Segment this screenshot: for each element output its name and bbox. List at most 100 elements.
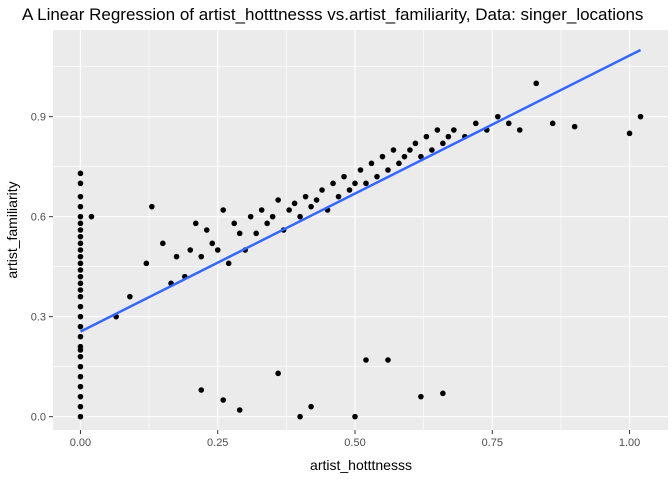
data-point — [297, 413, 303, 420]
data-point — [77, 273, 84, 280]
data-point — [401, 153, 408, 160]
data-point — [77, 383, 84, 390]
data-point — [77, 193, 84, 200]
data-point — [77, 287, 84, 293]
data-point — [385, 357, 391, 363]
data-point — [77, 180, 84, 187]
data-point — [330, 180, 336, 187]
data-point — [77, 347, 84, 353]
data-point — [187, 247, 194, 253]
data-point — [363, 357, 369, 363]
y-tick-label: 0.6 — [31, 212, 46, 224]
data-point — [77, 227, 84, 233]
data-point — [346, 187, 353, 193]
data-point — [434, 127, 441, 133]
data-point — [77, 240, 84, 247]
data-point — [88, 213, 95, 220]
data-point — [77, 373, 84, 380]
y-axis-ticks: 0.0 0.3 0.6 0.9 — [31, 112, 53, 424]
data-point — [412, 140, 419, 147]
data-point — [440, 390, 446, 397]
data-point — [127, 293, 133, 300]
plot-panel — [53, 30, 668, 430]
data-point — [77, 393, 84, 400]
data-point — [77, 253, 84, 260]
data-point — [379, 153, 386, 160]
x-tick-label: 0.25 — [207, 437, 228, 449]
data-point — [374, 173, 380, 180]
data-point — [396, 160, 402, 167]
y-axis-title: artist_familiarity — [4, 181, 20, 278]
data-point — [363, 180, 369, 187]
data-point — [77, 403, 84, 410]
data-point — [198, 253, 205, 260]
data-point — [236, 230, 243, 237]
data-point — [473, 120, 479, 127]
data-point — [231, 220, 238, 227]
data-points — [77, 80, 644, 420]
y-tick-label: 0.9 — [31, 112, 46, 124]
data-point — [77, 213, 84, 220]
x-tick-label: 0.75 — [482, 437, 503, 449]
data-point — [77, 323, 84, 330]
data-point — [286, 207, 292, 213]
data-point — [264, 220, 270, 227]
data-point — [429, 147, 435, 153]
x-tick-label: 0.00 — [70, 437, 91, 449]
data-point — [77, 293, 84, 300]
data-point — [77, 333, 84, 340]
data-point — [209, 240, 216, 247]
x-tick-label: 1.00 — [619, 437, 640, 449]
data-point — [549, 120, 556, 127]
data-point — [258, 207, 265, 213]
data-point — [149, 203, 155, 210]
data-point — [445, 133, 452, 140]
data-point — [319, 187, 325, 193]
data-point — [440, 140, 446, 147]
data-point — [423, 133, 430, 140]
major-grid — [53, 30, 668, 430]
data-point — [203, 227, 210, 233]
data-point — [341, 173, 347, 180]
data-point — [308, 403, 314, 410]
data-point — [390, 147, 397, 153]
y-tick-label: 0.3 — [31, 312, 46, 324]
data-point — [269, 213, 276, 220]
data-point — [77, 267, 84, 273]
data-point — [418, 393, 424, 400]
data-point — [77, 203, 84, 210]
data-point — [313, 197, 320, 203]
data-point — [77, 247, 84, 253]
data-point — [253, 230, 259, 237]
data-point — [198, 387, 205, 393]
data-point — [214, 247, 221, 253]
data-point — [77, 313, 84, 320]
data-point — [220, 207, 227, 213]
data-point — [335, 193, 342, 200]
data-point — [143, 260, 150, 267]
data-point — [77, 170, 84, 177]
data-point — [77, 353, 84, 360]
data-point — [637, 113, 644, 120]
data-point — [225, 260, 232, 267]
data-point — [533, 80, 540, 87]
data-point — [352, 180, 358, 187]
data-point — [77, 363, 84, 370]
x-axis-title: artist_hotttnesss — [310, 457, 412, 473]
data-point — [77, 233, 84, 240]
y-tick-label: 0.0 — [31, 412, 46, 424]
chart-title: A Linear Regression of artist_hotttnesss… — [22, 5, 643, 24]
data-point — [173, 253, 180, 260]
x-tick-label: 0.50 — [344, 437, 365, 449]
data-point — [385, 167, 391, 173]
data-point — [571, 123, 578, 130]
data-point — [291, 200, 298, 207]
data-point — [275, 370, 281, 377]
data-point — [302, 193, 309, 200]
data-point — [407, 147, 413, 153]
data-point — [451, 127, 457, 133]
data-point — [516, 127, 523, 133]
data-point — [308, 203, 314, 210]
data-point — [352, 413, 358, 420]
data-point — [247, 213, 254, 220]
